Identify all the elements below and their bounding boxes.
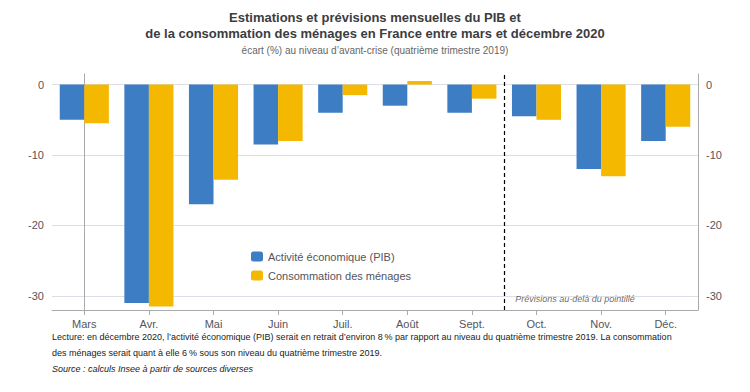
svg-text:0: 0 bbox=[706, 79, 712, 91]
svg-text:des ménages serait quant à ell: des ménages serait quant à elle 6 % sous… bbox=[52, 348, 382, 358]
svg-text:Mai: Mai bbox=[205, 318, 223, 330]
svg-text:Prévisions au-delà du pointill: Prévisions au-delà du pointillé bbox=[515, 294, 635, 304]
svg-text:Mars: Mars bbox=[72, 318, 97, 330]
svg-text:-10: -10 bbox=[706, 149, 722, 161]
svg-text:Consommation des ménages: Consommation des ménages bbox=[268, 270, 412, 282]
svg-text:Avr.: Avr. bbox=[140, 318, 159, 330]
svg-text:Déc.: Déc. bbox=[654, 318, 677, 330]
svg-text:Août: Août bbox=[396, 318, 419, 330]
svg-text:Lecture: en décembre 2020, l’a: Lecture: en décembre 2020, l’activité éc… bbox=[52, 332, 672, 342]
svg-text:de la consommation des ménages: de la consommation des ménages en France… bbox=[145, 26, 605, 41]
svg-text:écart (%) au niveau d’avant-cr: écart (%) au niveau d’avant-crise (quatr… bbox=[242, 45, 509, 56]
svg-text:Source : calculs Insee à parti: Source : calculs Insee à partir de sourc… bbox=[52, 364, 254, 374]
svg-text:Sept.: Sept. bbox=[459, 318, 485, 330]
svg-text:-10: -10 bbox=[28, 149, 44, 161]
svg-text:-20: -20 bbox=[706, 219, 722, 231]
svg-text:Juin: Juin bbox=[268, 318, 288, 330]
svg-text:-20: -20 bbox=[28, 219, 44, 231]
svg-text:Nov.: Nov. bbox=[590, 318, 612, 330]
svg-text:Activité économique (PIB): Activité économique (PIB) bbox=[268, 251, 395, 263]
svg-text:-30: -30 bbox=[706, 290, 722, 302]
svg-text:Oct.: Oct. bbox=[526, 318, 546, 330]
svg-text:Juil.: Juil. bbox=[333, 318, 353, 330]
svg-text:-30: -30 bbox=[28, 290, 44, 302]
svg-text:Estimations et prévisions mens: Estimations et prévisions mensuelles du … bbox=[229, 10, 522, 25]
svg-text:0: 0 bbox=[38, 79, 44, 91]
